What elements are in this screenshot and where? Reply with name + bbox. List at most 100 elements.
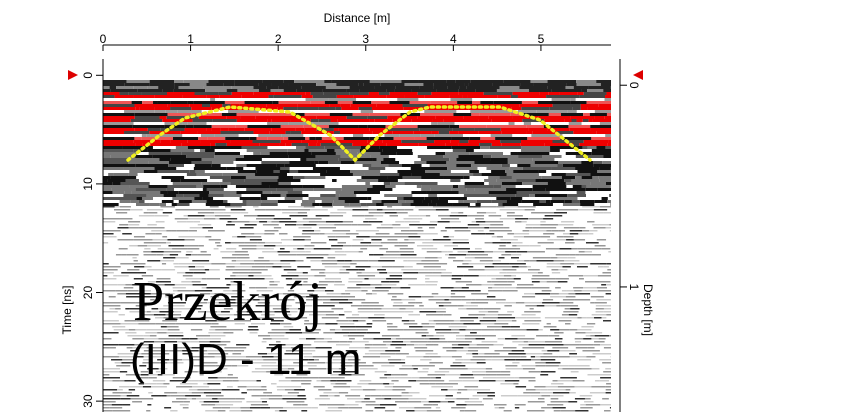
- radar-texture: [410, 341, 428, 343]
- radar-texture: [315, 137, 322, 140]
- radar-texture: [273, 218, 292, 220]
- radar-texture: [332, 359, 349, 361]
- radar-texture: [103, 302, 121, 304]
- radar-texture: [562, 134, 574, 137]
- radar-texture: [214, 356, 231, 358]
- radar-texture: [158, 368, 168, 370]
- radar-texture: [558, 356, 570, 358]
- radar-texture: [224, 359, 237, 361]
- radar-texture: [507, 215, 523, 217]
- radar-texture: [363, 221, 369, 223]
- radar-texture: [551, 197, 578, 200]
- radar-texture: [162, 329, 168, 331]
- radar-texture: [408, 314, 421, 316]
- radar-texture: [103, 242, 109, 244]
- radar-texture: [529, 245, 541, 247]
- radar-texture: [424, 110, 457, 113]
- radar-texture: [230, 275, 236, 277]
- radar-texture: [584, 251, 592, 253]
- radar-texture: [348, 335, 365, 337]
- radar-texture: [260, 398, 269, 400]
- radar-texture: [319, 233, 325, 235]
- radar-texture: [330, 299, 349, 301]
- radar-texture: [262, 107, 278, 110]
- radar-texture: [361, 290, 368, 292]
- radar-texture: [148, 392, 153, 394]
- radar-texture: [291, 143, 309, 146]
- radar-texture: [274, 311, 291, 313]
- radar-texture: [315, 338, 324, 340]
- radar-texture: [289, 251, 306, 253]
- radar-texture: [450, 98, 473, 101]
- radar-texture: [418, 344, 426, 346]
- radar-texture: [539, 200, 546, 203]
- radar-texture: [530, 356, 536, 358]
- radar-texture: [108, 173, 114, 176]
- radar-texture: [143, 356, 162, 358]
- radar-texture: [103, 134, 114, 137]
- radar-texture: [484, 179, 497, 182]
- radar-texture: [322, 263, 338, 265]
- radar-texture: [547, 182, 566, 185]
- radar-texture: [224, 350, 234, 352]
- radar-texture: [258, 335, 271, 337]
- radar-texture: [271, 329, 290, 331]
- radar-texture: [555, 287, 561, 289]
- radar-texture: [295, 317, 308, 319]
- radar-texture: [197, 311, 207, 313]
- radar-texture: [174, 218, 188, 220]
- radar-texture: [347, 287, 361, 289]
- radar-texture: [471, 233, 486, 235]
- radar-texture: [309, 254, 317, 256]
- radar-texture: [370, 284, 382, 286]
- radar-texture: [571, 179, 600, 182]
- radar-texture: [545, 362, 561, 364]
- radar-texture: [125, 374, 141, 376]
- radar-texture: [460, 320, 474, 322]
- radar-texture: [383, 203, 402, 206]
- radar-texture: [189, 269, 205, 271]
- radar-texture: [404, 83, 424, 86]
- radar-texture: [201, 404, 208, 406]
- radar-texture: [433, 308, 446, 310]
- radar-texture: [235, 299, 247, 301]
- radar-texture: [232, 290, 246, 292]
- radar-texture: [517, 338, 535, 340]
- radar-texture: [364, 353, 370, 355]
- radar-texture: [103, 98, 128, 101]
- radar-texture: [322, 206, 333, 208]
- radar-texture: [468, 269, 478, 271]
- radar-texture: [156, 254, 164, 256]
- radar-texture: [512, 92, 540, 95]
- radar-texture: [530, 164, 558, 167]
- radar-texture: [581, 122, 600, 125]
- radar-texture: [337, 260, 345, 262]
- radar-texture: [319, 227, 337, 229]
- radar-texture: [416, 263, 432, 265]
- radar-texture: [452, 356, 462, 358]
- radar-texture: [316, 254, 329, 256]
- radar-texture: [313, 341, 328, 343]
- radar-texture: [142, 386, 152, 388]
- radar-texture: [506, 173, 539, 176]
- radar-texture: [524, 209, 535, 211]
- radar-texture: [327, 236, 336, 238]
- radar-texture: [589, 230, 598, 232]
- radar-texture: [485, 233, 495, 235]
- radar-texture: [221, 257, 237, 259]
- radar-texture: [458, 344, 470, 346]
- radar-texture: [524, 311, 541, 313]
- radar-texture: [546, 323, 551, 325]
- radar-texture: [540, 371, 556, 373]
- radar-texture: [459, 86, 467, 89]
- radar-texture: [187, 122, 207, 125]
- radar-texture: [225, 269, 234, 271]
- radar-texture: [417, 92, 432, 95]
- radar-texture: [574, 299, 591, 301]
- radar-texture: [119, 92, 129, 95]
- radar-texture: [515, 218, 529, 220]
- radar-texture: [456, 110, 471, 113]
- radar-texture: [276, 293, 284, 295]
- radar-texture: [113, 329, 129, 331]
- radar-texture: [227, 221, 232, 223]
